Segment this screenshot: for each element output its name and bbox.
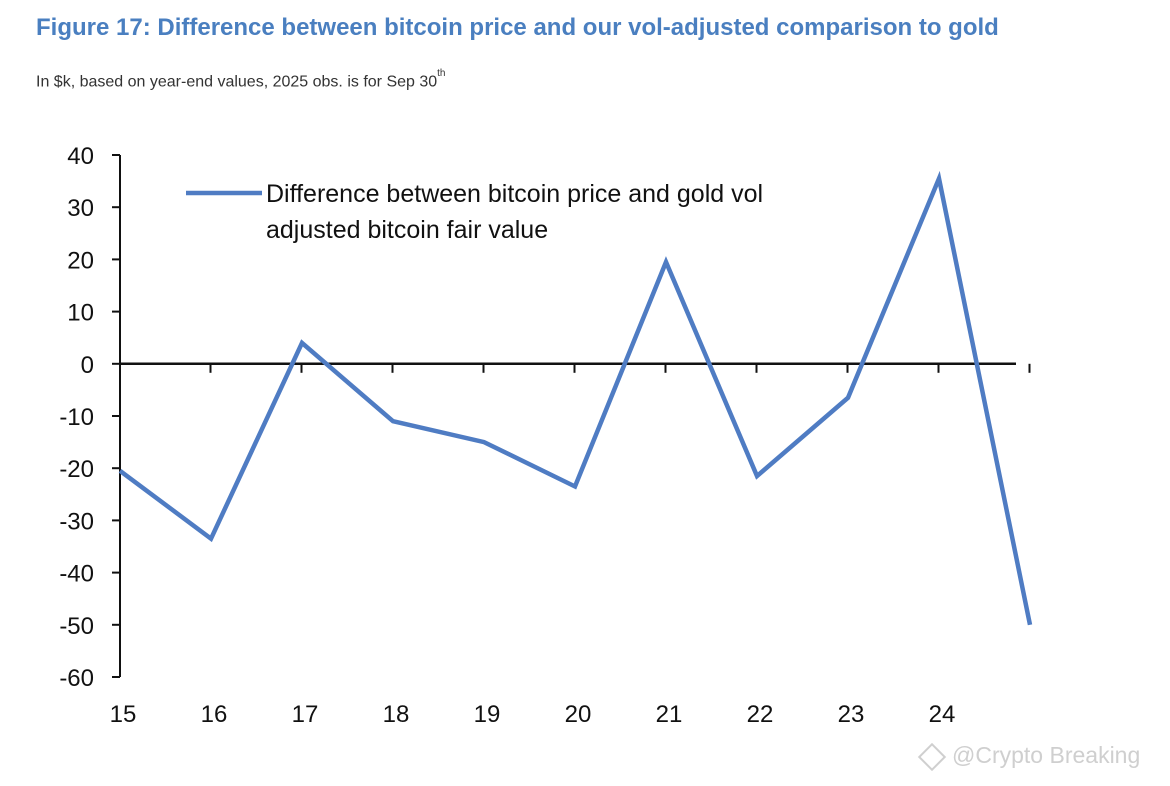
y-tick-label: 0: [81, 352, 94, 379]
y-tick-label: 10: [67, 300, 94, 327]
y-tick-label: -30: [59, 508, 94, 535]
series-line: [118, 170, 1033, 626]
y-tick-label: 30: [67, 195, 94, 222]
y-tick-label: 40: [67, 143, 94, 170]
x-tick-label: 15: [110, 701, 137, 728]
chart-subtitle: In $k, based on year-end values, 2025 ob…: [36, 68, 446, 91]
x-tick-label: 17: [292, 701, 319, 728]
x-tick-label: 16: [201, 701, 228, 728]
subtitle-superscript: th: [437, 68, 446, 79]
x-tick-label: 19: [474, 701, 501, 728]
y-tick-label: 20: [67, 247, 94, 274]
x-tick-label: 22: [747, 701, 774, 728]
y-tick-label: -50: [59, 613, 94, 640]
x-tick-label: 21: [656, 701, 683, 728]
x-tick-label: 18: [383, 701, 410, 728]
x-tick-label: 24: [929, 701, 956, 728]
y-tick-label: -10: [59, 404, 94, 431]
legend-label: Difference between bitcoin price and gol…: [266, 180, 763, 208]
watermark-text: @Crypto Breaking: [952, 742, 1141, 768]
y-tick-label: -60: [59, 665, 94, 692]
y-tick-label: -40: [59, 561, 94, 588]
watermark-logo-icon: [917, 742, 947, 772]
chart-title: Figure 17: Difference between bitcoin pr…: [36, 14, 999, 41]
watermark: @Crypto Breaking: [917, 742, 1141, 772]
subtitle-text: In $k, based on year-end values, 2025 ob…: [36, 73, 438, 91]
legend-label: adjusted bitcoin fair value: [266, 216, 548, 244]
x-tick-label: 20: [565, 701, 592, 728]
y-tick-label: -20: [59, 456, 94, 483]
x-tick-label: 23: [838, 701, 865, 728]
